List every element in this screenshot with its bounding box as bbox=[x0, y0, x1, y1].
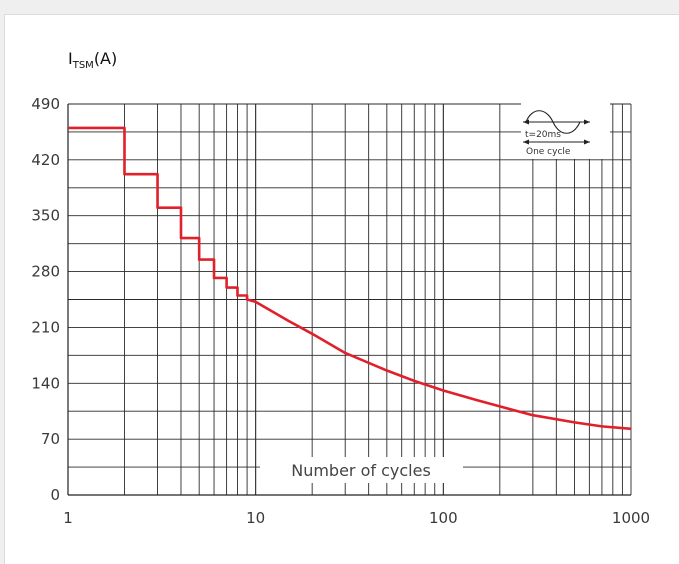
inset-background bbox=[521, 100, 610, 159]
inset-cycle-label: One cycle bbox=[526, 147, 571, 157]
y-tick-label: 70 bbox=[41, 430, 60, 448]
y-tick-label: 350 bbox=[31, 207, 60, 225]
inset-arrow-right bbox=[584, 119, 590, 125]
inset-cycle-arrow-right bbox=[584, 139, 590, 145]
x-tick-label: 1000 bbox=[612, 509, 650, 527]
y-tick-label: 0 bbox=[50, 486, 60, 504]
x-axis-label: Number of cycles bbox=[291, 461, 431, 480]
series-layer bbox=[68, 126, 632, 431]
chart-panel: 0 70 140 210 280 350 420 490 1 10 100 1000 Number o… bbox=[4, 14, 679, 564]
y-tick-label: 280 bbox=[31, 263, 60, 281]
x-tick-label: 100 bbox=[429, 509, 458, 527]
y-tick-label: 140 bbox=[31, 374, 60, 392]
x-tick-label: 10 bbox=[246, 509, 265, 527]
grid-layer bbox=[67, 103, 632, 496]
y-tick-label: 210 bbox=[31, 318, 60, 336]
surge-current-curve bbox=[68, 126, 632, 431]
inset-cycle-arrow-left bbox=[523, 139, 529, 145]
y-tick-label: 420 bbox=[31, 151, 60, 169]
axis-layer: 0 70 140 210 280 350 420 490 1 10 100 1000 bbox=[31, 95, 650, 527]
x-axis-label-background bbox=[260, 457, 463, 483]
waveform-inset: t=20ms One cycle bbox=[521, 100, 610, 159]
surge-current-chart: 0 70 140 210 280 350 420 490 1 10 100 1000 Number o… bbox=[31, 49, 650, 527]
sine-wave-icon bbox=[525, 110, 581, 134]
y-tick-label: 490 bbox=[31, 95, 60, 113]
x-tick-label: 1 bbox=[63, 509, 73, 527]
y-axis-label: ITSM(A) bbox=[68, 49, 117, 71]
inset-period-label: t=20ms bbox=[525, 130, 561, 140]
inset-arrow-left bbox=[523, 119, 529, 125]
